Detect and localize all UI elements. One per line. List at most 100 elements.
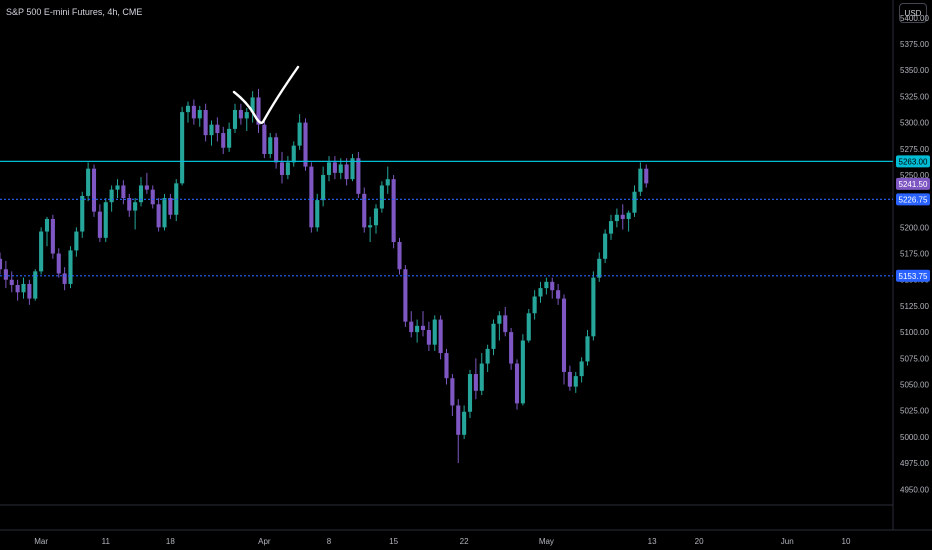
candle-body bbox=[268, 137, 273, 155]
candle bbox=[514, 359, 520, 410]
candle bbox=[368, 216, 373, 243]
candle bbox=[185, 101, 191, 123]
price-axis[interactable]: 5400.00 5375.00 5350.00 5325.00 5300.00 5275.… bbox=[900, 14, 929, 494]
price-tick-label: 5375.00 bbox=[900, 40, 929, 49]
price-tick-label: 5050.00 bbox=[900, 381, 929, 390]
candle-body bbox=[180, 112, 185, 184]
candle bbox=[0, 252, 3, 275]
candle bbox=[232, 103, 238, 134]
price-tag-bg bbox=[896, 177, 930, 190]
time-tick-label: Mar bbox=[34, 537, 48, 546]
candle-body bbox=[121, 185, 126, 199]
candle-body bbox=[544, 281, 549, 289]
candle-body bbox=[332, 162, 337, 173]
currency-button[interactable]: USD bbox=[899, 3, 927, 23]
candle-body bbox=[344, 164, 349, 180]
candle bbox=[520, 334, 525, 406]
candle bbox=[473, 358, 478, 400]
candle bbox=[144, 172, 149, 194]
candle-body bbox=[285, 162, 290, 175]
candle bbox=[138, 177, 144, 207]
candle-body bbox=[350, 158, 355, 180]
candle-body bbox=[591, 277, 596, 337]
time-tick-label: 20 bbox=[695, 537, 704, 546]
time-tick-label: 11 bbox=[102, 537, 111, 546]
candle bbox=[544, 277, 549, 295]
candle bbox=[174, 179, 179, 222]
candle bbox=[591, 271, 596, 341]
candle bbox=[620, 204, 625, 230]
candle-body bbox=[567, 371, 572, 387]
candle bbox=[526, 309, 531, 343]
candle bbox=[509, 327, 514, 370]
candle-body bbox=[432, 319, 437, 345]
price-tag: 5153.75 bbox=[896, 269, 930, 282]
candle bbox=[121, 180, 126, 205]
candle bbox=[309, 162, 314, 233]
candle-body bbox=[503, 315, 508, 333]
candle bbox=[203, 103, 208, 142]
candle-body bbox=[133, 202, 138, 211]
candle-body bbox=[303, 122, 308, 167]
candle-body bbox=[426, 330, 431, 345]
candle-body bbox=[526, 313, 531, 341]
candle-body bbox=[632, 191, 637, 213]
candle-body bbox=[450, 378, 455, 406]
candle-body bbox=[497, 315, 502, 324]
checkmark-annotation[interactable] bbox=[232, 65, 300, 124]
chart-title: S&P 500 E-mini Futures, 4h, CME bbox=[6, 7, 143, 17]
candle bbox=[274, 133, 279, 169]
candle bbox=[103, 198, 108, 243]
time-tick-label: Jun bbox=[781, 537, 794, 546]
candle bbox=[127, 193, 132, 217]
candle-body bbox=[197, 110, 202, 119]
candle-body bbox=[462, 411, 467, 435]
candle-body bbox=[291, 145, 296, 163]
candle-body bbox=[238, 110, 243, 119]
candle-body bbox=[80, 195, 85, 232]
candle-body bbox=[309, 166, 314, 228]
candle bbox=[80, 191, 85, 238]
price-tick-label: 5275.00 bbox=[900, 145, 929, 154]
candle-body bbox=[103, 202, 108, 238]
candle-body bbox=[44, 218, 50, 232]
candle-body bbox=[115, 185, 120, 190]
candle-body bbox=[550, 281, 555, 291]
price-tick-label: 5000.00 bbox=[900, 433, 929, 442]
candle-body bbox=[520, 340, 525, 404]
candle-body bbox=[0, 258, 3, 270]
candle-body bbox=[620, 214, 625, 219]
candle bbox=[39, 227, 44, 275]
candle bbox=[315, 193, 320, 232]
time-tick-label: 8 bbox=[327, 537, 332, 546]
candle bbox=[379, 181, 384, 213]
candle-body bbox=[156, 204, 161, 228]
candle-body bbox=[585, 336, 590, 362]
candle bbox=[297, 114, 302, 150]
candle bbox=[215, 117, 220, 142]
candle bbox=[221, 126, 226, 155]
candle-body bbox=[97, 211, 102, 238]
candle bbox=[15, 279, 20, 301]
candle-body bbox=[168, 198, 173, 215]
candle-body bbox=[191, 105, 196, 119]
candle bbox=[326, 156, 332, 182]
price-tick-label: 5025.00 bbox=[900, 407, 929, 416]
candle-body bbox=[556, 290, 561, 299]
candle-body bbox=[608, 221, 614, 234]
price-tag-label: 5226.75 bbox=[899, 195, 928, 204]
candle-body bbox=[561, 298, 567, 372]
horizontal-lines-group bbox=[0, 160, 893, 277]
candle-body bbox=[162, 198, 167, 228]
candle-body bbox=[509, 332, 514, 364]
candle bbox=[356, 151, 361, 199]
candle-body bbox=[262, 124, 267, 155]
candle-body bbox=[368, 225, 373, 228]
candle bbox=[244, 107, 249, 131]
candle bbox=[238, 103, 243, 125]
candle-body bbox=[532, 296, 537, 314]
candle bbox=[180, 106, 185, 186]
time-axis[interactable]: Mar 11 18 Apr 8 15 22 May 13 20 Jun 10 bbox=[34, 537, 851, 546]
price-tick-label: 5175.00 bbox=[900, 250, 929, 259]
